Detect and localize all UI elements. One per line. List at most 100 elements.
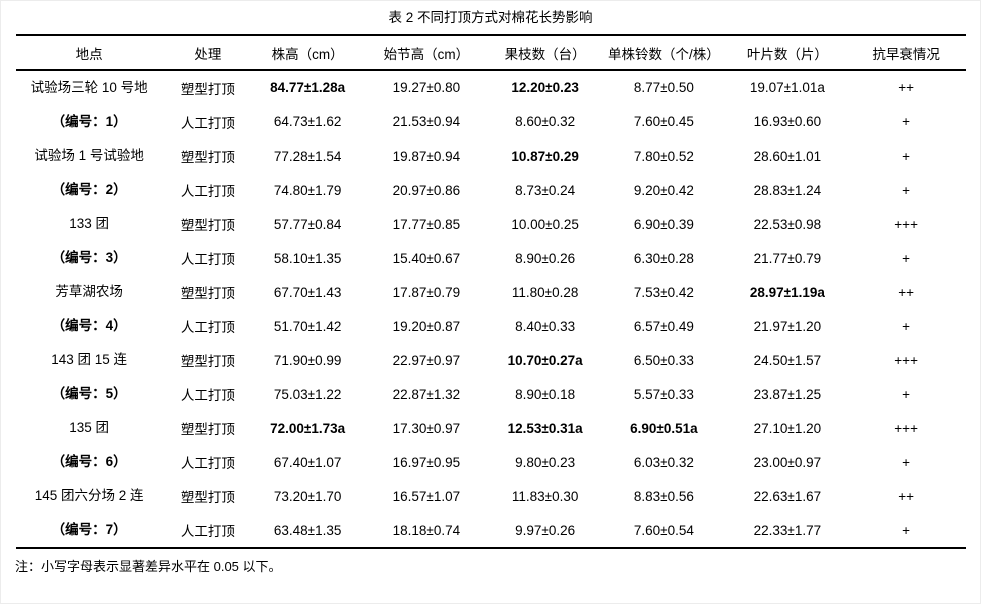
value-cell: 77.28±1.54 (273, 148, 342, 164)
table-row: 人工打顶 58.10±1.35 15.40±0.67 8.90±0.26 6.30±0.… (16, 241, 966, 275)
value-cell: 7.80±0.52 (633, 148, 694, 164)
location-cell: 135 团 （编号：6） (16, 411, 163, 479)
value-cell: 84.77±1.28a (270, 80, 346, 96)
location-name: 143 团 15 连 (51, 352, 128, 367)
value-cell: 8.73±0.24 (515, 182, 576, 198)
value-cell: 10.87±0.29 (511, 148, 579, 164)
value-cell: 22.97±0.97 (392, 352, 461, 368)
resistance-cell: ++ (898, 284, 915, 300)
value-cell: 11.83±0.30 (511, 488, 579, 504)
location-code: （编号：4） (51, 318, 127, 333)
value-cell: 8.83±0.56 (633, 488, 694, 504)
value-cell: 21.53±0.94 (392, 114, 461, 130)
value-cell: 74.80±1.79 (273, 182, 342, 198)
value-cell: 8.90±0.26 (515, 250, 576, 266)
treatment-cell: 塑型打顶 (180, 286, 235, 301)
location-cell: 芳草湖农场 （编号：4） (16, 275, 163, 343)
value-cell: 17.77±0.85 (392, 216, 461, 232)
value-cell: 19.87±0.94 (392, 148, 461, 164)
value-cell: 21.77±0.79 (753, 250, 822, 266)
value-cell: 28.97±1.19a (749, 284, 825, 300)
value-cell: 75.03±1.22 (273, 386, 342, 402)
treatment-cell: 人工打顶 (180, 388, 235, 403)
location-code: （编号：7） (51, 522, 127, 537)
value-cell: 51.70±1.42 (273, 318, 342, 334)
header-row: 地点 处理 株高（cm） 始节高（cm） 果枝数（台） 单株铃数（个/株） 叶片数（片） 抗早… (15, 35, 966, 71)
value-cell: 12.53±0.31a (507, 420, 583, 436)
value-cell: 18.18±0.74 (392, 522, 461, 538)
value-cell: 21.97±1.20 (753, 318, 822, 334)
location-cell: 试验场 1 号试验地 （编号：2） (16, 139, 163, 207)
value-cell: 12.20±0.23 (511, 80, 579, 96)
location-code: （编号：3） (51, 250, 127, 265)
location-name: 试验场 1 号试验地 (34, 148, 144, 163)
header-cell: 处理 (162, 35, 253, 71)
table-body: 试验场三轮 10 号地 （编号：1） 塑型打顶 84.77±1.28a 19.27±0.… (16, 70, 966, 548)
value-cell: 11.80±0.28 (511, 284, 579, 300)
header-cell: 株高（cm） (253, 35, 363, 71)
resistance-cell: + (902, 114, 911, 130)
value-cell: 22.87±1.32 (392, 386, 461, 402)
header-cell: 单株铃数（个/株） (599, 35, 728, 71)
value-cell: 24.50±1.57 (753, 352, 822, 368)
results-table: 地点 处理 株高（cm） 始节高（cm） 果枝数（台） 单株铃数（个/株） 叶片数（片） 抗早… (15, 34, 966, 549)
resistance-cell: +++ (894, 352, 918, 368)
value-cell: 6.90±0.39 (633, 216, 694, 232)
value-cell: 10.70±0.27a (507, 352, 583, 368)
resistance-cell: + (902, 522, 911, 538)
header-cell: 果枝数（台） (490, 35, 600, 71)
header-cell: 叶片数（片） (728, 35, 847, 71)
value-cell: 8.40±0.33 (515, 318, 576, 334)
location-name: 芳草湖农场 (55, 284, 123, 299)
value-cell: 22.63±1.67 (753, 488, 822, 504)
table-header: 地点 处理 株高（cm） 始节高（cm） 果枝数（台） 单株铃数（个/株） 叶片数（片） 抗早… (15, 35, 966, 71)
table-row: 人工打顶 75.03±1.22 22.87±1.32 8.90±0.18 5.57±0.… (16, 377, 966, 411)
resistance-cell: ++ (898, 80, 915, 96)
table-row: 人工打顶 51.70±1.42 19.20±0.87 8.40±0.33 6.57±0.… (16, 309, 966, 343)
treatment-cell: 人工打顶 (180, 456, 235, 471)
resistance-cell: +++ (894, 420, 918, 436)
value-cell: 71.90±0.99 (273, 352, 342, 368)
table-row: 人工打顶 74.80±1.79 20.97±0.86 8.73±0.24 9.20±0.… (16, 173, 966, 207)
value-cell: 6.50±0.33 (633, 352, 694, 368)
footnote: 注：小写字母表示显著差异水平在 0.05 以下。 (15, 559, 282, 574)
table-row: 人工打顶 67.40±1.07 16.97±0.95 9.80±0.23 6.03±0.… (16, 445, 966, 479)
treatment-cell: 人工打顶 (180, 252, 235, 267)
value-cell: 57.77±0.84 (273, 216, 342, 232)
table-row: 芳草湖农场 （编号：4） 塑型打顶 67.70±1.43 17.87±0.79 11.80… (16, 275, 966, 333)
value-cell: 67.40±1.07 (273, 454, 342, 470)
treatment-cell: 人工打顶 (180, 115, 235, 131)
value-cell: 7.60±0.54 (633, 522, 694, 538)
resistance-cell: + (902, 182, 911, 198)
resistance-cell: + (902, 250, 911, 266)
treatment-cell: 塑型打顶 (180, 150, 235, 165)
value-cell: 16.93±0.60 (753, 114, 822, 130)
treatment-cell: 塑型打顶 (180, 354, 235, 369)
resistance-cell: ++ (898, 488, 915, 504)
location-name: 135 团 (69, 420, 110, 435)
value-cell: 28.60±1.01 (753, 148, 822, 164)
value-cell: 64.73±1.62 (273, 114, 342, 130)
value-cell: 9.20±0.42 (633, 182, 694, 198)
resistance-cell: + (902, 148, 911, 164)
value-cell: 6.03±0.32 (633, 454, 694, 470)
value-cell: 16.57±1.07 (392, 488, 461, 504)
location-name: 试验场三轮 10 号地 (30, 80, 148, 95)
treatment-cell: 人工打顶 (180, 320, 235, 335)
value-cell: 22.33±1.77 (753, 522, 822, 538)
header-cell: 始节高（cm） (362, 35, 491, 71)
table-title: 表 2 不同打顶方式对棉花长势影响 (388, 10, 593, 25)
treatment-cell: 人工打顶 (180, 184, 235, 199)
header-cell: 抗早衰情况 (846, 35, 966, 71)
treatment-cell: 塑型打顶 (180, 490, 235, 506)
value-cell: 5.57±0.33 (633, 386, 694, 402)
value-cell: 22.53±0.98 (753, 216, 822, 232)
value-cell: 6.90±0.51a (630, 420, 698, 436)
value-cell: 6.30±0.28 (633, 250, 694, 266)
value-cell: 8.77±0.50 (633, 80, 694, 96)
value-cell: 72.00±1.73a (270, 420, 346, 436)
location-cell: 试验场三轮 10 号地 （编号：1） (16, 70, 163, 139)
value-cell: 17.30±0.97 (392, 420, 461, 436)
value-cell: 23.00±0.97 (753, 454, 822, 470)
